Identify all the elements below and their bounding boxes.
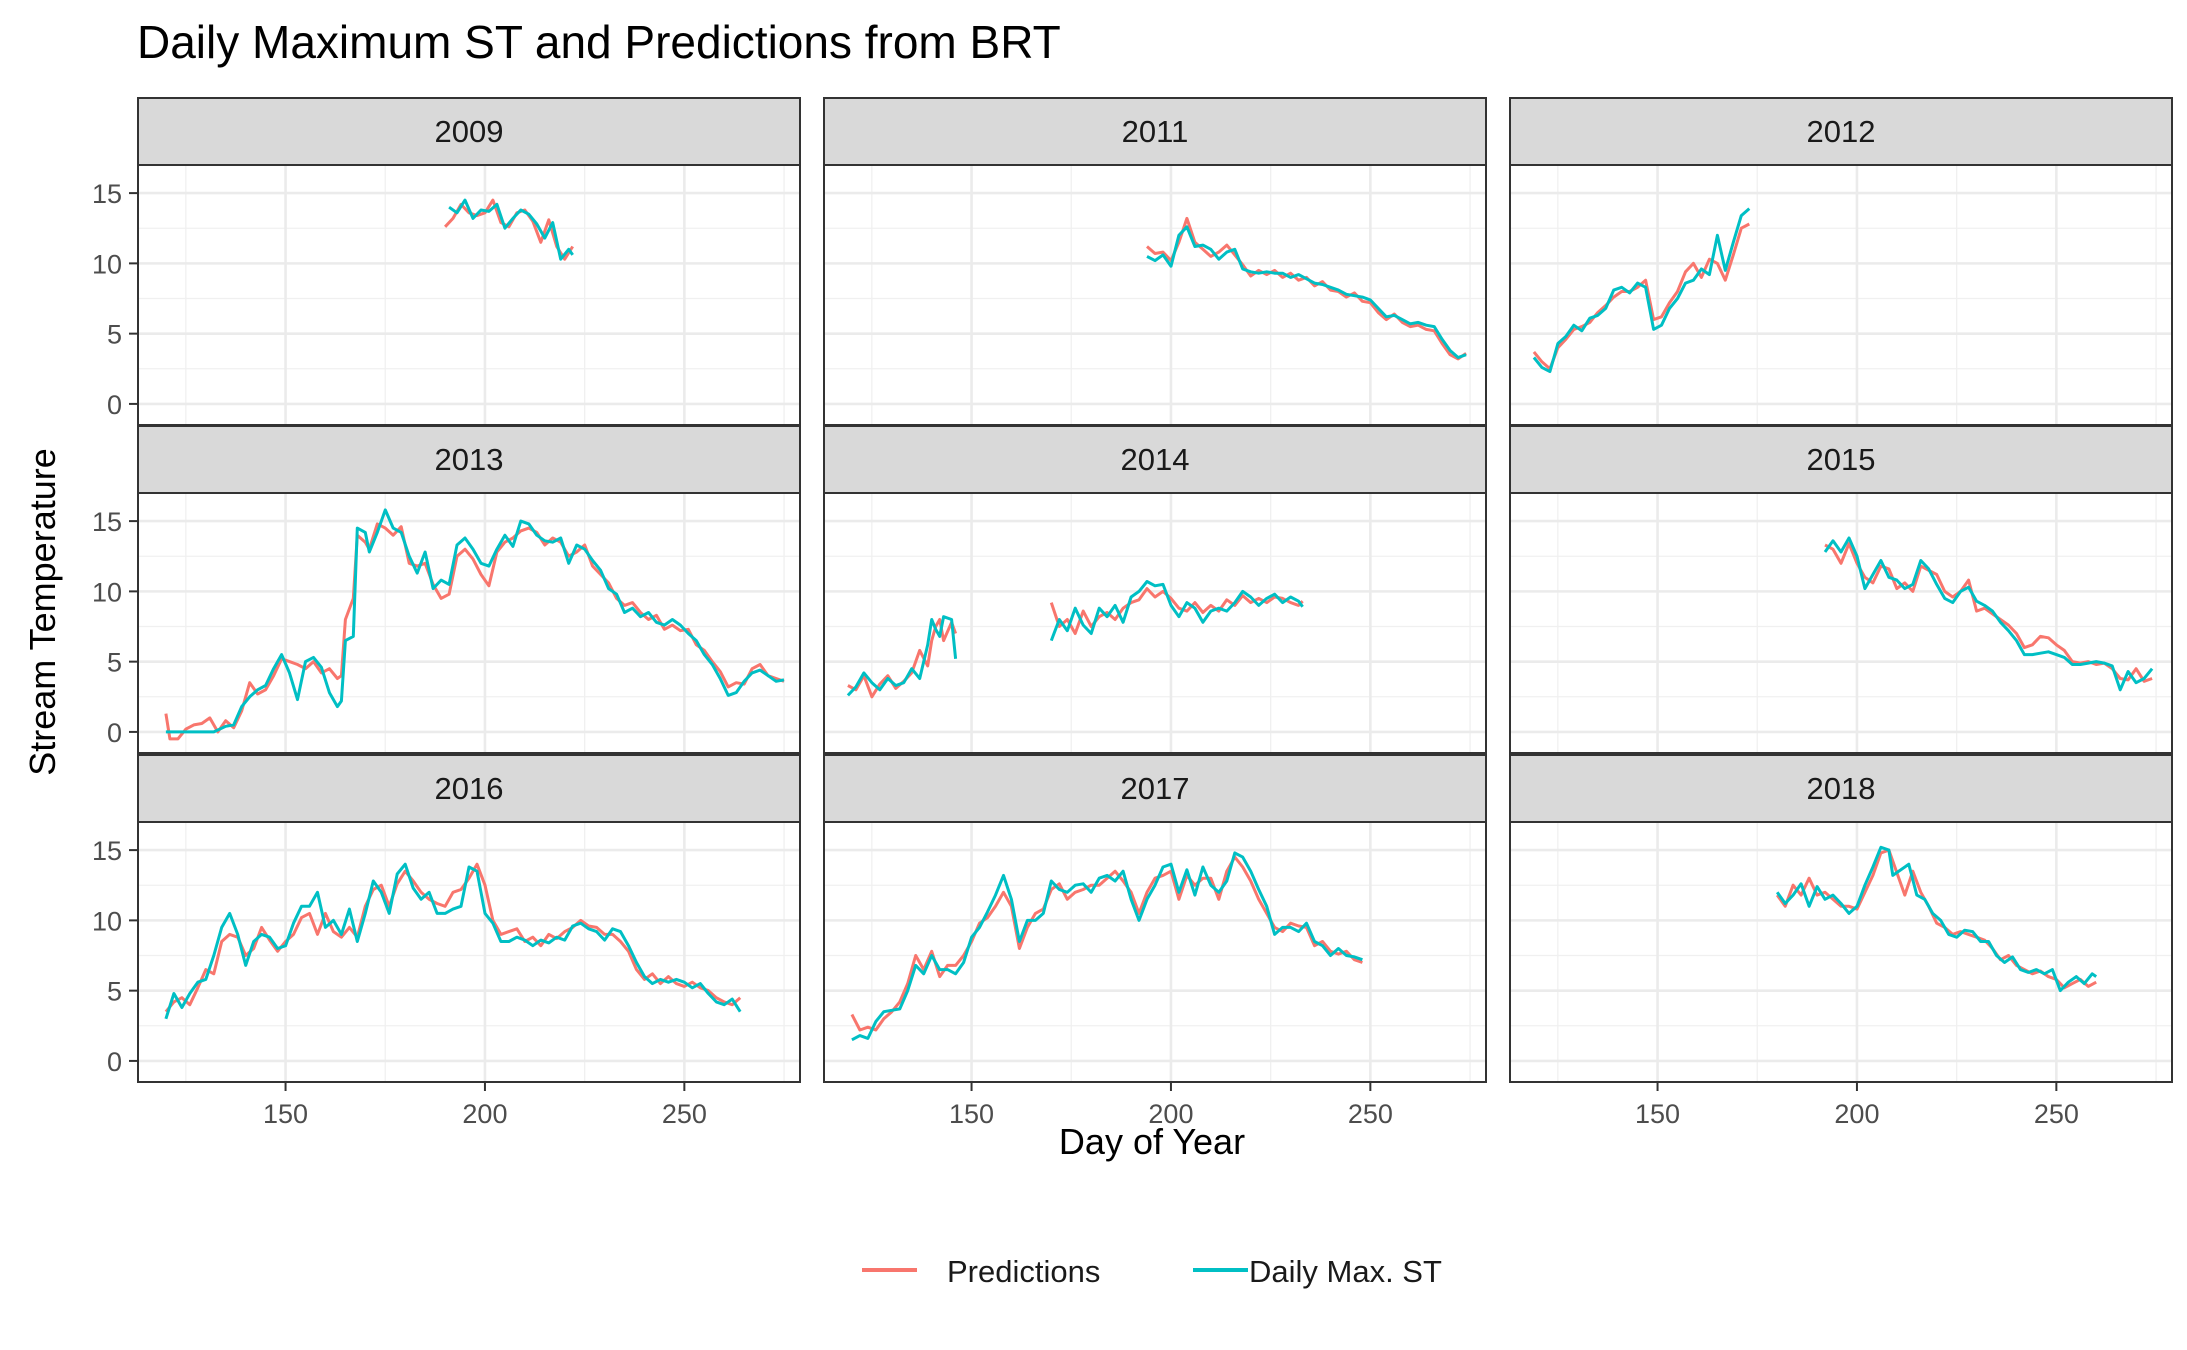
facet-strip <box>137 425 801 494</box>
series-line-daily-max-st <box>1823 536 2154 692</box>
plot-background <box>1510 493 2172 753</box>
x-tick-label: 250 <box>1348 1099 1393 1129</box>
facet-label: 2009 <box>435 114 504 149</box>
facet-label: 2013 <box>435 442 504 477</box>
facet-label: 2015 <box>1807 442 1876 477</box>
series-line-daily-max-st <box>164 862 742 1020</box>
chart-title: Daily Maximum ST and Predictions from BR… <box>137 16 1061 68</box>
facet-label: 2012 <box>1807 114 1876 149</box>
panel-border <box>137 821 801 1083</box>
y-tick-label: 15 <box>92 507 122 537</box>
x-tick-label: 250 <box>2034 1099 2079 1129</box>
x-tick-label: 150 <box>263 1099 308 1129</box>
y-tick-label: 10 <box>92 577 122 607</box>
facet-strip <box>823 754 1487 823</box>
series-line-daily-max-st <box>1146 225 1467 359</box>
plot-background <box>138 822 800 1082</box>
x-tick-label: 150 <box>1635 1099 1680 1129</box>
plot-background <box>1510 165 2172 425</box>
legend: Predictions Daily Max. ST <box>862 1254 1442 1289</box>
y-tick-label: 0 <box>107 718 122 748</box>
panel-2016: 2016 0 5 10 15 150 200 250 <box>92 754 801 1129</box>
series-line-daily-max-st <box>1049 580 1304 642</box>
x-tick-label: 250 <box>662 1099 707 1129</box>
plot-background <box>138 493 800 753</box>
series-line-predictions <box>164 522 785 741</box>
y-tick-label: 15 <box>92 179 122 209</box>
facet-label: 2011 <box>1122 114 1189 149</box>
panel-2017: 2017 150 200 250 <box>823 754 1487 1129</box>
panel-border <box>1509 492 2173 754</box>
panel-2018: 2018 150 200 250 <box>1509 754 2173 1129</box>
series-line-daily-max-st <box>448 198 574 261</box>
plot-background <box>1510 822 2172 1082</box>
facet-label: 2018 <box>1807 771 1876 806</box>
panel-2014: 2014 <box>823 425 1487 754</box>
x-tick-label: 200 <box>462 1099 507 1129</box>
facet-strip <box>137 97 801 166</box>
plot-background <box>824 493 1486 753</box>
panel-2012: 2012 <box>1509 97 2173 426</box>
y-tick-label: 10 <box>92 249 122 279</box>
y-axis-label: Stream Temperature <box>22 448 63 775</box>
y-tick-label: 5 <box>107 320 122 350</box>
y-tick-label: 15 <box>92 836 122 866</box>
panel-border <box>1509 821 2173 1083</box>
x-tick-label: 200 <box>1148 1099 1193 1129</box>
y-tick-label: 0 <box>107 390 122 420</box>
legend-label-daily-max-st: Daily Max. ST <box>1249 1254 1442 1289</box>
panel-2013: 2013 0 5 10 15 <box>92 425 801 754</box>
series-line-predictions <box>850 855 1363 1032</box>
plot-background <box>138 165 800 425</box>
x-tick-label: 150 <box>949 1099 994 1129</box>
series-line-daily-max-st <box>1532 207 1751 374</box>
facet-strip <box>1509 425 2173 494</box>
x-axis-label: Day of Year <box>1059 1121 1245 1162</box>
panel-border <box>137 492 801 754</box>
series-line-daily-max-st <box>846 615 958 697</box>
facet-strip <box>823 97 1487 166</box>
y-tick-label: 0 <box>107 1047 122 1077</box>
series-line-predictions <box>164 862 742 1013</box>
y-tick-label: 5 <box>107 977 122 1007</box>
facet-label: 2017 <box>1121 771 1190 806</box>
series-line-daily-max-st <box>165 508 785 734</box>
x-tick-label: 200 <box>1834 1099 1879 1129</box>
facet-panels: 2009 0 5 10 15 2011 2012 2013 0 5 10 15 2014 2015 2016… <box>92 97 2173 1129</box>
y-tick-label: 10 <box>92 906 122 936</box>
panel-border <box>823 821 1487 1083</box>
series-line-daily-max-st <box>1775 845 2098 993</box>
plot-background <box>824 165 1486 425</box>
panel-2009: 2009 0 5 10 15 <box>92 97 801 426</box>
plot-background <box>824 822 1486 1082</box>
facet-strip <box>1509 754 2173 823</box>
series-line-predictions <box>1824 542 2153 683</box>
panel-2015: 2015 <box>1509 425 2173 754</box>
panel-2011: 2011 <box>823 97 1487 426</box>
series-line-predictions <box>444 198 574 261</box>
panel-border <box>823 492 1487 754</box>
series-line-daily-max-st <box>851 851 1363 1042</box>
legend-label-predictions: Predictions <box>947 1254 1100 1289</box>
facet-strip <box>823 425 1487 494</box>
facet-label: 2016 <box>435 771 504 806</box>
facet-strip <box>1509 97 2173 166</box>
y-tick-label: 5 <box>107 648 122 678</box>
facet-label: 2014 <box>1121 442 1190 477</box>
